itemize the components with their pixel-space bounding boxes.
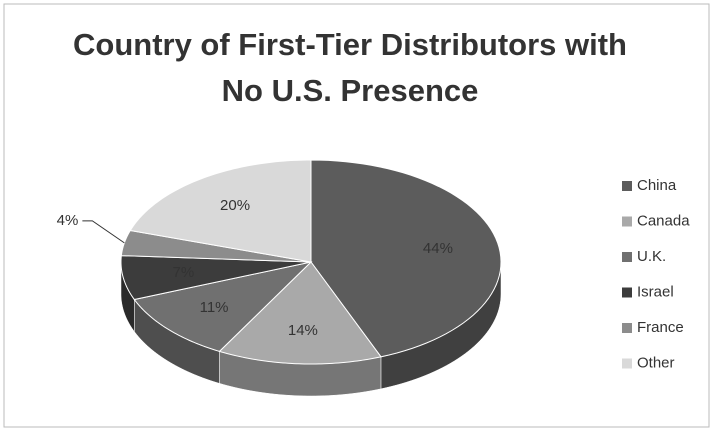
pie-slice	[120, 255, 312, 301]
data-label: 20%	[220, 197, 250, 214]
data-label: 4%	[57, 212, 79, 229]
legend-label: Canada	[637, 212, 690, 229]
legend-swatch	[622, 358, 632, 369]
leader-line	[82, 220, 125, 244]
legend-label: Other	[637, 354, 675, 371]
chart-title: Country of First-Tier Distributors with …	[73, 27, 627, 108]
legend-label: France	[637, 319, 684, 336]
pie-slice	[129, 159, 312, 263]
legend-swatch	[622, 252, 632, 262]
legend-swatch	[622, 181, 632, 191]
pie-slice	[310, 159, 502, 358]
legend-swatch	[622, 287, 632, 298]
frame	[3, 3, 710, 428]
pie-slice	[218, 261, 382, 365]
legend-label: U.K.	[637, 248, 666, 265]
legend-label: Israel	[637, 283, 674, 300]
data-label: 44%	[423, 240, 453, 257]
legend-swatch	[622, 216, 632, 227]
legend-label: China	[637, 177, 677, 194]
pie-slice	[133, 261, 313, 352]
data-label: 7%	[173, 264, 195, 281]
data-label: 11%	[200, 299, 229, 316]
legend-swatch	[622, 323, 632, 333]
data-label: 14%	[288, 322, 318, 339]
